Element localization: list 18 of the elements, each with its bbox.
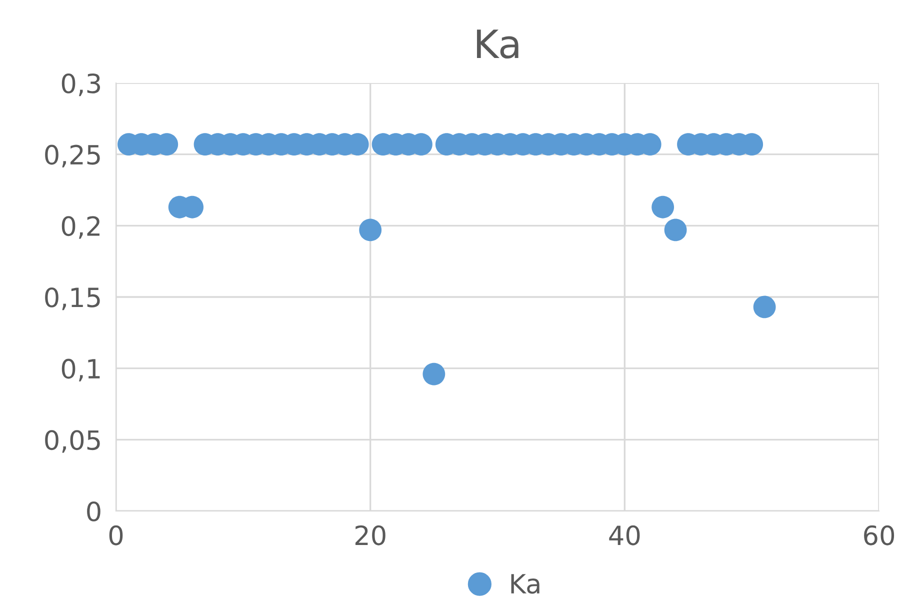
x-tick-label: 60 [864,525,894,546]
point [359,218,382,242]
x-tick-label: 20 [355,525,386,546]
x-tick-label: 40 [609,525,640,546]
point [664,218,687,242]
x-tick-label: 0 [109,525,123,546]
y-tick-label: 0,25 [45,144,100,168]
point [422,362,446,386]
y-tick-label: 0,15 [45,287,100,310]
y-tick-label: 0,1 [62,358,100,382]
point [652,196,674,218]
point [753,296,776,318]
y-tick-label: 0,3 [62,73,100,96]
y-tick-label: 0,2 [62,216,100,239]
y-tick-label: 0 [87,501,100,522]
chart-title: Ka [476,30,518,59]
legend-label: Ka [511,574,540,594]
y-tick-label: 0,05 [45,430,100,453]
